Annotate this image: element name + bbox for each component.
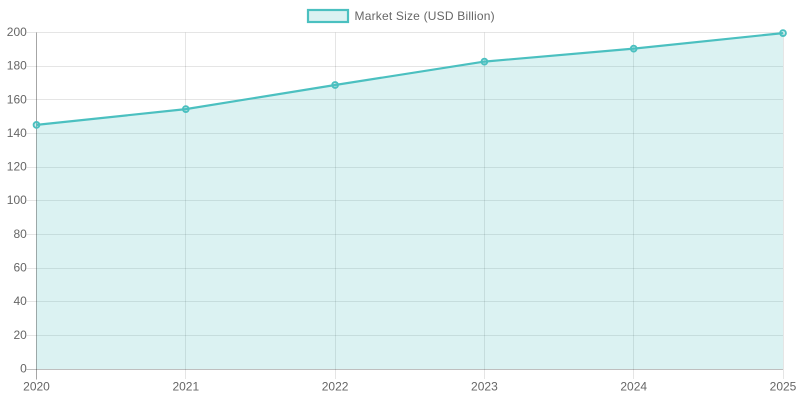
- svg-text:140: 140: [7, 126, 27, 140]
- svg-text:2023: 2023: [471, 380, 498, 394]
- svg-text:80: 80: [13, 227, 27, 241]
- svg-text:20: 20: [13, 328, 27, 342]
- svg-text:100: 100: [7, 193, 27, 207]
- svg-text:2021: 2021: [172, 380, 199, 394]
- svg-text:2022: 2022: [322, 380, 349, 394]
- svg-text:2024: 2024: [620, 380, 647, 394]
- svg-text:160: 160: [7, 92, 27, 106]
- svg-text:200: 200: [7, 25, 27, 39]
- svg-text:40: 40: [13, 294, 27, 308]
- svg-text:120: 120: [7, 160, 27, 174]
- svg-text:60: 60: [13, 261, 27, 275]
- svg-text:2020: 2020: [23, 380, 50, 394]
- svg-text:0: 0: [20, 362, 27, 376]
- svg-text:180: 180: [7, 59, 27, 73]
- svg-text:2025: 2025: [770, 380, 797, 394]
- svg-text:Market Size (USD Billion): Market Size (USD Billion): [355, 9, 495, 23]
